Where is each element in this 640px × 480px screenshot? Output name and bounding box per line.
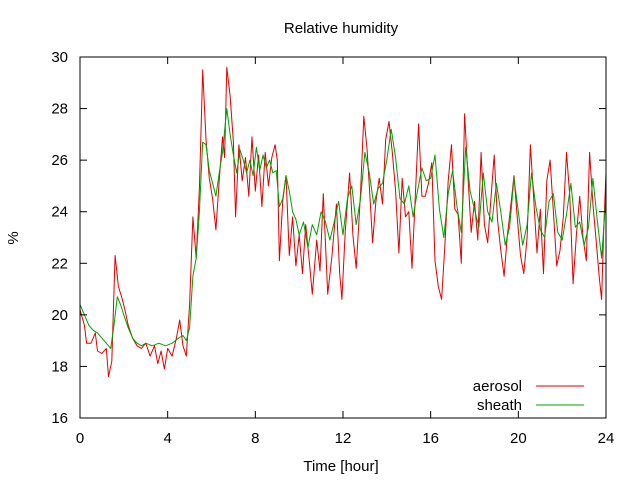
x-axis-label: Time [hour] [303,458,378,475]
y-tick-label: 26 [51,152,68,169]
y-tick-label: 28 [51,101,68,118]
x-tick-label: 16 [422,430,439,447]
y-tick-label: 18 [51,358,68,375]
ticks-layer: 0 4 8 12 16 20 24 16 18 20 22 24 26 28 30 [51,49,614,447]
y-tick-label: 20 [51,307,68,324]
x-tick-label: 20 [510,430,527,447]
chart-title: Relative humidity [284,20,399,37]
legend: aerosol sheath [473,378,584,414]
series-line-sheath [79,108,607,349]
legend-label-sheath: sheath [477,397,522,414]
series-line-aerosol [79,66,607,378]
x-tick-label: 0 [76,430,84,447]
plot-area: 0 4 8 12 16 20 24 16 18 20 22 24 26 28 30 [51,49,614,447]
y-tick-label: 22 [51,255,68,272]
x-tick-label: 12 [335,430,352,447]
y-tick-label: 16 [51,410,68,427]
y-tick-label: 30 [51,49,68,66]
x-tick-label: 8 [251,430,259,447]
legend-label-aerosol: aerosol [473,378,522,395]
x-tick-label: 24 [598,430,615,447]
x-tick-label: 4 [163,430,171,447]
y-axis-label: % [5,231,22,244]
y-tick-label: 24 [51,204,68,221]
series-layer [79,66,607,378]
